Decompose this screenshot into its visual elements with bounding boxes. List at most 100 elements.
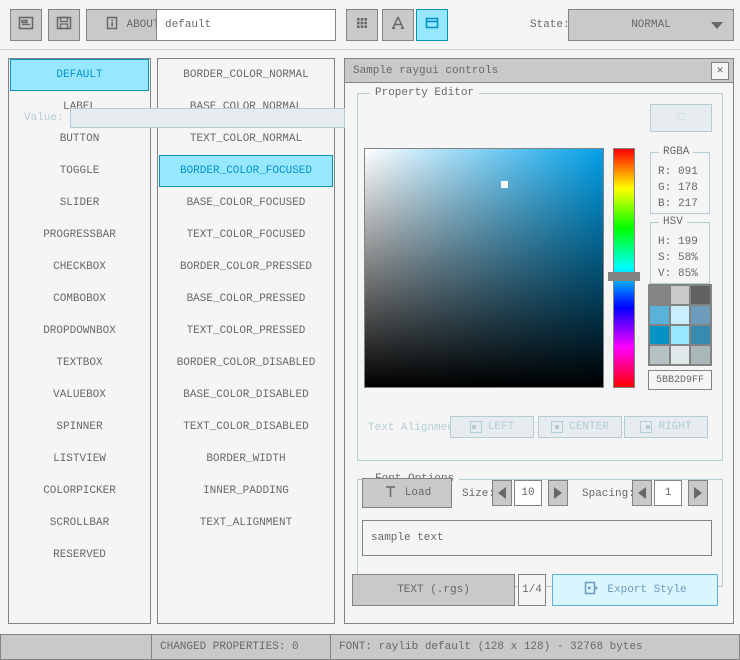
property-item-base-color-focused[interactable]: BASE_COLOR_FOCUSED bbox=[186, 197, 306, 209]
sample-text-input[interactable]: sample text bbox=[362, 520, 712, 556]
color-palette[interactable] bbox=[648, 284, 712, 366]
font-spacing-value[interactable]: 1 bbox=[654, 480, 682, 506]
rgba-group: RGBA bbox=[650, 146, 710, 214]
palette-swatch-8[interactable] bbox=[691, 326, 710, 344]
control-item-combobox[interactable]: COMBOBOX bbox=[53, 293, 106, 305]
window-view-button[interactable] bbox=[416, 9, 448, 41]
export-format-dropdown[interactable]: TEXT (.rgs) bbox=[352, 574, 515, 606]
property-item-text-color-normal[interactable]: TEXT_COLOR_NORMAL bbox=[189, 133, 303, 145]
property-item-border-color-normal[interactable]: BORDER_COLOR_NORMAL bbox=[183, 69, 309, 81]
font-size-increase-button[interactable] bbox=[548, 480, 568, 506]
value-input[interactable] bbox=[70, 108, 345, 128]
controls-listview[interactable]: DEFAULT LABEL BUTTON TOGGLE SLIDER PROGRESSBA… bbox=[8, 58, 151, 624]
value-apply-button[interactable]: □ bbox=[650, 104, 712, 132]
control-item-scrollbar[interactable]: SCROLLBAR bbox=[49, 517, 110, 529]
property-item-border-color-disabled[interactable]: BORDER_COLOR_DISABLED bbox=[176, 357, 316, 369]
text-align-center-label: CENTER bbox=[569, 421, 609, 433]
text-align-left-button[interactable]: LEFT bbox=[450, 416, 534, 438]
property-item-base-color-pressed[interactable]: BASE_COLOR_PRESSED bbox=[186, 293, 306, 305]
palette-swatch-7[interactable] bbox=[670, 326, 690, 344]
control-item-progressbar[interactable]: PROGRESSBAR bbox=[43, 229, 116, 241]
font-icon bbox=[389, 14, 407, 36]
palette-swatch-11[interactable] bbox=[691, 346, 710, 364]
font-spacing-increase-button[interactable] bbox=[688, 480, 708, 506]
palette-swatch-6[interactable] bbox=[650, 326, 669, 344]
hsv-v-label: V: bbox=[658, 268, 672, 280]
status-bar: CHANGED PROPERTIES: 0 FONT: raylib defau… bbox=[0, 634, 740, 660]
rgba-g-value: 178 bbox=[678, 182, 698, 194]
control-item-toggle[interactable]: TOGGLE bbox=[59, 165, 100, 177]
hsv-label: HSV bbox=[659, 216, 687, 228]
align-center-icon bbox=[551, 421, 564, 433]
control-item-listview[interactable]: LISTVIEW bbox=[53, 453, 106, 465]
font-size-value[interactable]: 10 bbox=[514, 480, 542, 506]
align-left-icon bbox=[469, 421, 482, 433]
palette-swatch-9[interactable] bbox=[650, 346, 669, 364]
control-item-reserved[interactable]: RESERVED bbox=[53, 549, 106, 561]
page-counter-text: 1/4 bbox=[522, 584, 542, 596]
page-counter: 1/4 bbox=[518, 574, 546, 606]
palette-swatch-4[interactable] bbox=[670, 306, 690, 324]
palette-swatch-2[interactable] bbox=[691, 286, 710, 304]
control-item-default[interactable]: DEFAULT bbox=[10, 59, 149, 91]
align-right-icon bbox=[640, 421, 653, 433]
open-style-button[interactable] bbox=[10, 9, 42, 41]
palette-swatch-5[interactable] bbox=[691, 306, 710, 324]
font-spacing-value-text: 1 bbox=[664, 487, 672, 499]
state-label: State: bbox=[530, 19, 570, 31]
control-item-textbox[interactable]: TEXTBOX bbox=[56, 357, 103, 369]
sample-text-value: sample text bbox=[371, 532, 444, 544]
palette-swatch-1[interactable] bbox=[670, 286, 690, 304]
control-item-checkbox[interactable]: CHECKBOX bbox=[53, 261, 106, 273]
controls-grid-button[interactable] bbox=[346, 9, 378, 41]
chevron-down-icon bbox=[711, 22, 723, 29]
color-picker-hue-selector[interactable] bbox=[608, 272, 640, 281]
control-item-button[interactable]: BUTTON bbox=[59, 133, 100, 145]
status-left-cell bbox=[0, 634, 152, 660]
property-item-base-color-disabled[interactable]: BASE_COLOR_DISABLED bbox=[183, 389, 309, 401]
control-item-dropdownbox[interactable]: DROPDOWNBOX bbox=[43, 325, 116, 337]
property-item-border-width[interactable]: BORDER_WIDTH bbox=[206, 453, 286, 465]
close-icon[interactable]: ✕ bbox=[711, 62, 729, 80]
font-size-decrease-button[interactable] bbox=[492, 480, 512, 506]
control-item-valuebox[interactable]: VALUEBOX bbox=[53, 389, 106, 401]
save-style-button[interactable] bbox=[48, 9, 80, 41]
color-picker-cursor[interactable] bbox=[501, 181, 508, 188]
color-picker-saturation-value-area[interactable] bbox=[364, 148, 604, 388]
hsv-h-label: H: bbox=[658, 236, 672, 248]
properties-listview[interactable]: BORDER_COLOR_NORMAL BASE_COLOR_NORMAL TEXT… bbox=[157, 58, 335, 624]
state-dropdown-value: NORMAL bbox=[631, 19, 671, 31]
hex-value-input[interactable]: 5BB2D9FF bbox=[648, 370, 712, 390]
about-label: ABOUT bbox=[126, 19, 160, 31]
property-item-inner-padding[interactable]: INNER_PADDING bbox=[203, 485, 289, 497]
style-name-input[interactable]: default bbox=[156, 9, 336, 41]
palette-swatch-10[interactable] bbox=[670, 346, 690, 364]
text-align-right-button[interactable]: RIGHT bbox=[624, 416, 708, 438]
status-font-info: FONT: raylib default (128 x 128) - 32768… bbox=[330, 634, 740, 660]
palette-swatch-0[interactable] bbox=[650, 286, 669, 304]
property-item-text-color-pressed[interactable]: TEXT_COLOR_PRESSED bbox=[186, 325, 306, 337]
palette-swatch-3[interactable] bbox=[650, 306, 669, 324]
folder-open-icon bbox=[17, 14, 35, 36]
state-dropdown[interactable]: NORMAL bbox=[568, 9, 734, 41]
window-title: Sample raygui controls bbox=[353, 64, 499, 77]
rgba-g-label: G: bbox=[658, 182, 672, 194]
hsv-s-value: 58% bbox=[678, 252, 698, 264]
export-style-button[interactable]: Export Style bbox=[552, 574, 718, 606]
property-item-border-color-focused[interactable]: BORDER_COLOR_FOCUSED bbox=[159, 155, 333, 187]
font-spacing-decrease-button[interactable] bbox=[632, 480, 652, 506]
rgba-b-label: B: bbox=[658, 198, 672, 210]
arrow-left-icon bbox=[498, 487, 506, 499]
property-item-text-color-focused[interactable]: TEXT_COLOR_FOCUSED bbox=[186, 229, 306, 241]
property-item-border-color-pressed[interactable]: BORDER_COLOR_PRESSED bbox=[179, 261, 313, 273]
text-align-center-button[interactable]: CENTER bbox=[538, 416, 622, 438]
load-font-button[interactable]: Load bbox=[362, 478, 452, 508]
property-item-text-color-disabled[interactable]: TEXT_COLOR_DISABLED bbox=[183, 421, 309, 433]
export-format-value: TEXT (.rgs) bbox=[397, 584, 470, 596]
control-item-colorpicker[interactable]: COLORPICKER bbox=[43, 485, 116, 497]
font-view-button[interactable] bbox=[382, 9, 414, 41]
color-picker-hue-bar[interactable] bbox=[613, 148, 635, 388]
control-item-slider[interactable]: SLIDER bbox=[59, 197, 100, 209]
property-item-text-alignment[interactable]: TEXT_ALIGNMENT bbox=[199, 517, 293, 529]
control-item-spinner[interactable]: SPINNER bbox=[56, 421, 103, 433]
